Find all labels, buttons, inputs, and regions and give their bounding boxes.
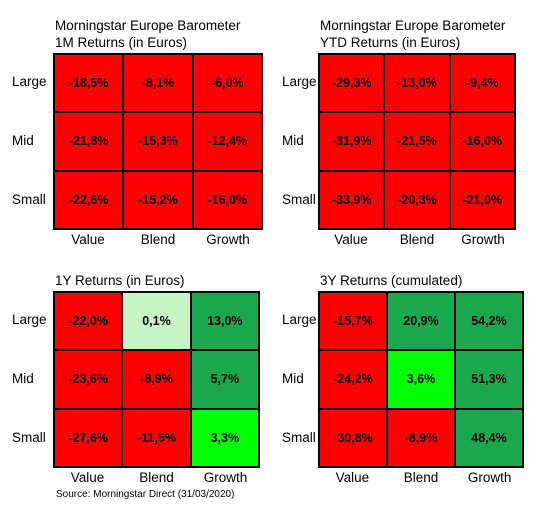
column-label: Blend xyxy=(403,470,439,485)
heatmap-cell-mid-value: -23,6% xyxy=(54,350,123,409)
column-label: Growth xyxy=(461,232,505,247)
column-label: Growth xyxy=(467,470,512,485)
row-label: Large xyxy=(12,73,47,89)
heatmap-cell-small-value: -22,6% xyxy=(54,170,124,229)
row-label: Small xyxy=(12,191,46,207)
heatmap-cell-small-value: -27,6% xyxy=(54,408,123,467)
heatmap-cell-small-blend: -11,5% xyxy=(122,408,191,467)
row-label: Mid xyxy=(12,132,34,148)
row-label: Mid xyxy=(282,132,304,148)
heatmap-cell-small-blend: -20,3% xyxy=(384,170,450,229)
heatmap-cell-large-blend: -13,0% xyxy=(384,54,450,113)
row-label: Large xyxy=(282,73,317,89)
heatmap-cell-large-growth: -6,0% xyxy=(192,54,262,113)
row-label: Large xyxy=(282,311,317,327)
row-label: Large xyxy=(12,311,47,327)
column-label: Blend xyxy=(399,232,435,247)
heatmap-cell-mid-blend: -21,5% xyxy=(384,112,450,171)
heatmap-cell-large-value: -22,0% xyxy=(54,292,123,351)
column-label: Value xyxy=(70,470,105,485)
heatmap-grid: -22,0% 0,1% 13,0% -23,6% -8,9% 5,7% -27,6% -11,… xyxy=(53,291,260,468)
heatmap-cell-mid-blend: -15,3% xyxy=(123,112,193,171)
heatmap-cell-mid-value: -21,8% xyxy=(54,112,124,171)
heatmap-cell-small-growth: -21,0% xyxy=(449,170,515,229)
heatmap-cell-mid-growth: -16,0% xyxy=(449,112,515,171)
heatmap-cell-small-growth: 3,3% xyxy=(190,408,259,467)
column-label: Growth xyxy=(203,470,248,485)
row-label: Mid xyxy=(282,370,304,386)
heatmap-cell-small-value: -30,8% xyxy=(319,408,387,467)
row-label: Mid xyxy=(12,370,34,386)
column-label: Growth xyxy=(206,232,250,247)
heatmap-cell-small-value: -33,9% xyxy=(319,170,385,229)
row-label: Small xyxy=(282,429,316,445)
chart-subtitle: 1Y Returns (in Euros) xyxy=(55,273,185,288)
heatmap-cell-large-growth: 54,2% xyxy=(455,292,523,351)
heatmap-cell-mid-value: -24,2% xyxy=(319,350,387,409)
heatmap-cell-mid-growth: 5,7% xyxy=(190,350,259,409)
chart-subtitle: 3Y Returns (cumulated) xyxy=(320,273,463,288)
heatmap-cell-large-blend: -8,1% xyxy=(123,54,193,113)
heatmap-cell-mid-value: -31,9% xyxy=(319,112,385,171)
heatmap-cell-large-growth: 13,0% xyxy=(190,292,259,351)
chart-title: Morningstar Europe Barometer xyxy=(55,18,241,33)
heatmap-cell-large-value: -15,7% xyxy=(319,292,387,351)
heatmap-cell-mid-blend: 3,6% xyxy=(387,350,455,409)
column-label: Value xyxy=(335,470,370,485)
heatmap-cell-small-growth: 48,4% xyxy=(455,408,523,467)
heatmap-grid: -18,5% -8,1% -6,0% -21,8% -15,3% -12,4% -22,6%… xyxy=(53,53,263,230)
chart-subtitle: 1M Returns (in Euros) xyxy=(55,35,188,50)
heatmap-cell-large-value: -29,3% xyxy=(319,54,385,113)
heatmap-cell-large-blend: 0,1% xyxy=(122,292,191,351)
heatmap-cell-large-growth: -9,4% xyxy=(449,54,515,113)
source-note: Source: Morningstar Direct (31/03/2020) xyxy=(56,489,235,500)
column-label: Blend xyxy=(140,232,176,247)
heatmap-grid: -29,3% -13,0% -9,4% -31,9% -21,5% -16,0% -33,9… xyxy=(318,53,516,230)
row-label: Small xyxy=(12,429,46,445)
heatmap-cell-small-blend: -8,9% xyxy=(387,408,455,467)
heatmap-cell-small-blend: -15,2% xyxy=(123,170,193,229)
heatmap-cell-mid-blend: -8,9% xyxy=(122,350,191,409)
column-label: Value xyxy=(71,232,105,247)
column-label: Blend xyxy=(139,470,174,485)
heatmap-cell-large-value: -18,5% xyxy=(54,54,124,113)
row-label: Small xyxy=(282,191,316,207)
heatmap-cell-mid-growth: 51,3% xyxy=(455,350,523,409)
heatmap-cell-large-blend: 20,9% xyxy=(387,292,455,351)
column-label: Value xyxy=(334,232,368,247)
heatmap-cell-mid-growth: -12,4% xyxy=(192,112,262,171)
chart-title: Morningstar Europe Barometer xyxy=(320,18,506,33)
heatmap-cell-small-growth: -16,0% xyxy=(192,170,262,229)
chart-subtitle: YTD Returns (in Euros) xyxy=(320,35,461,50)
heatmap-grid: -15,7% 20,9% 54,2% -24,2% 3,6% 51,3% -30,8% -8,… xyxy=(318,291,524,468)
